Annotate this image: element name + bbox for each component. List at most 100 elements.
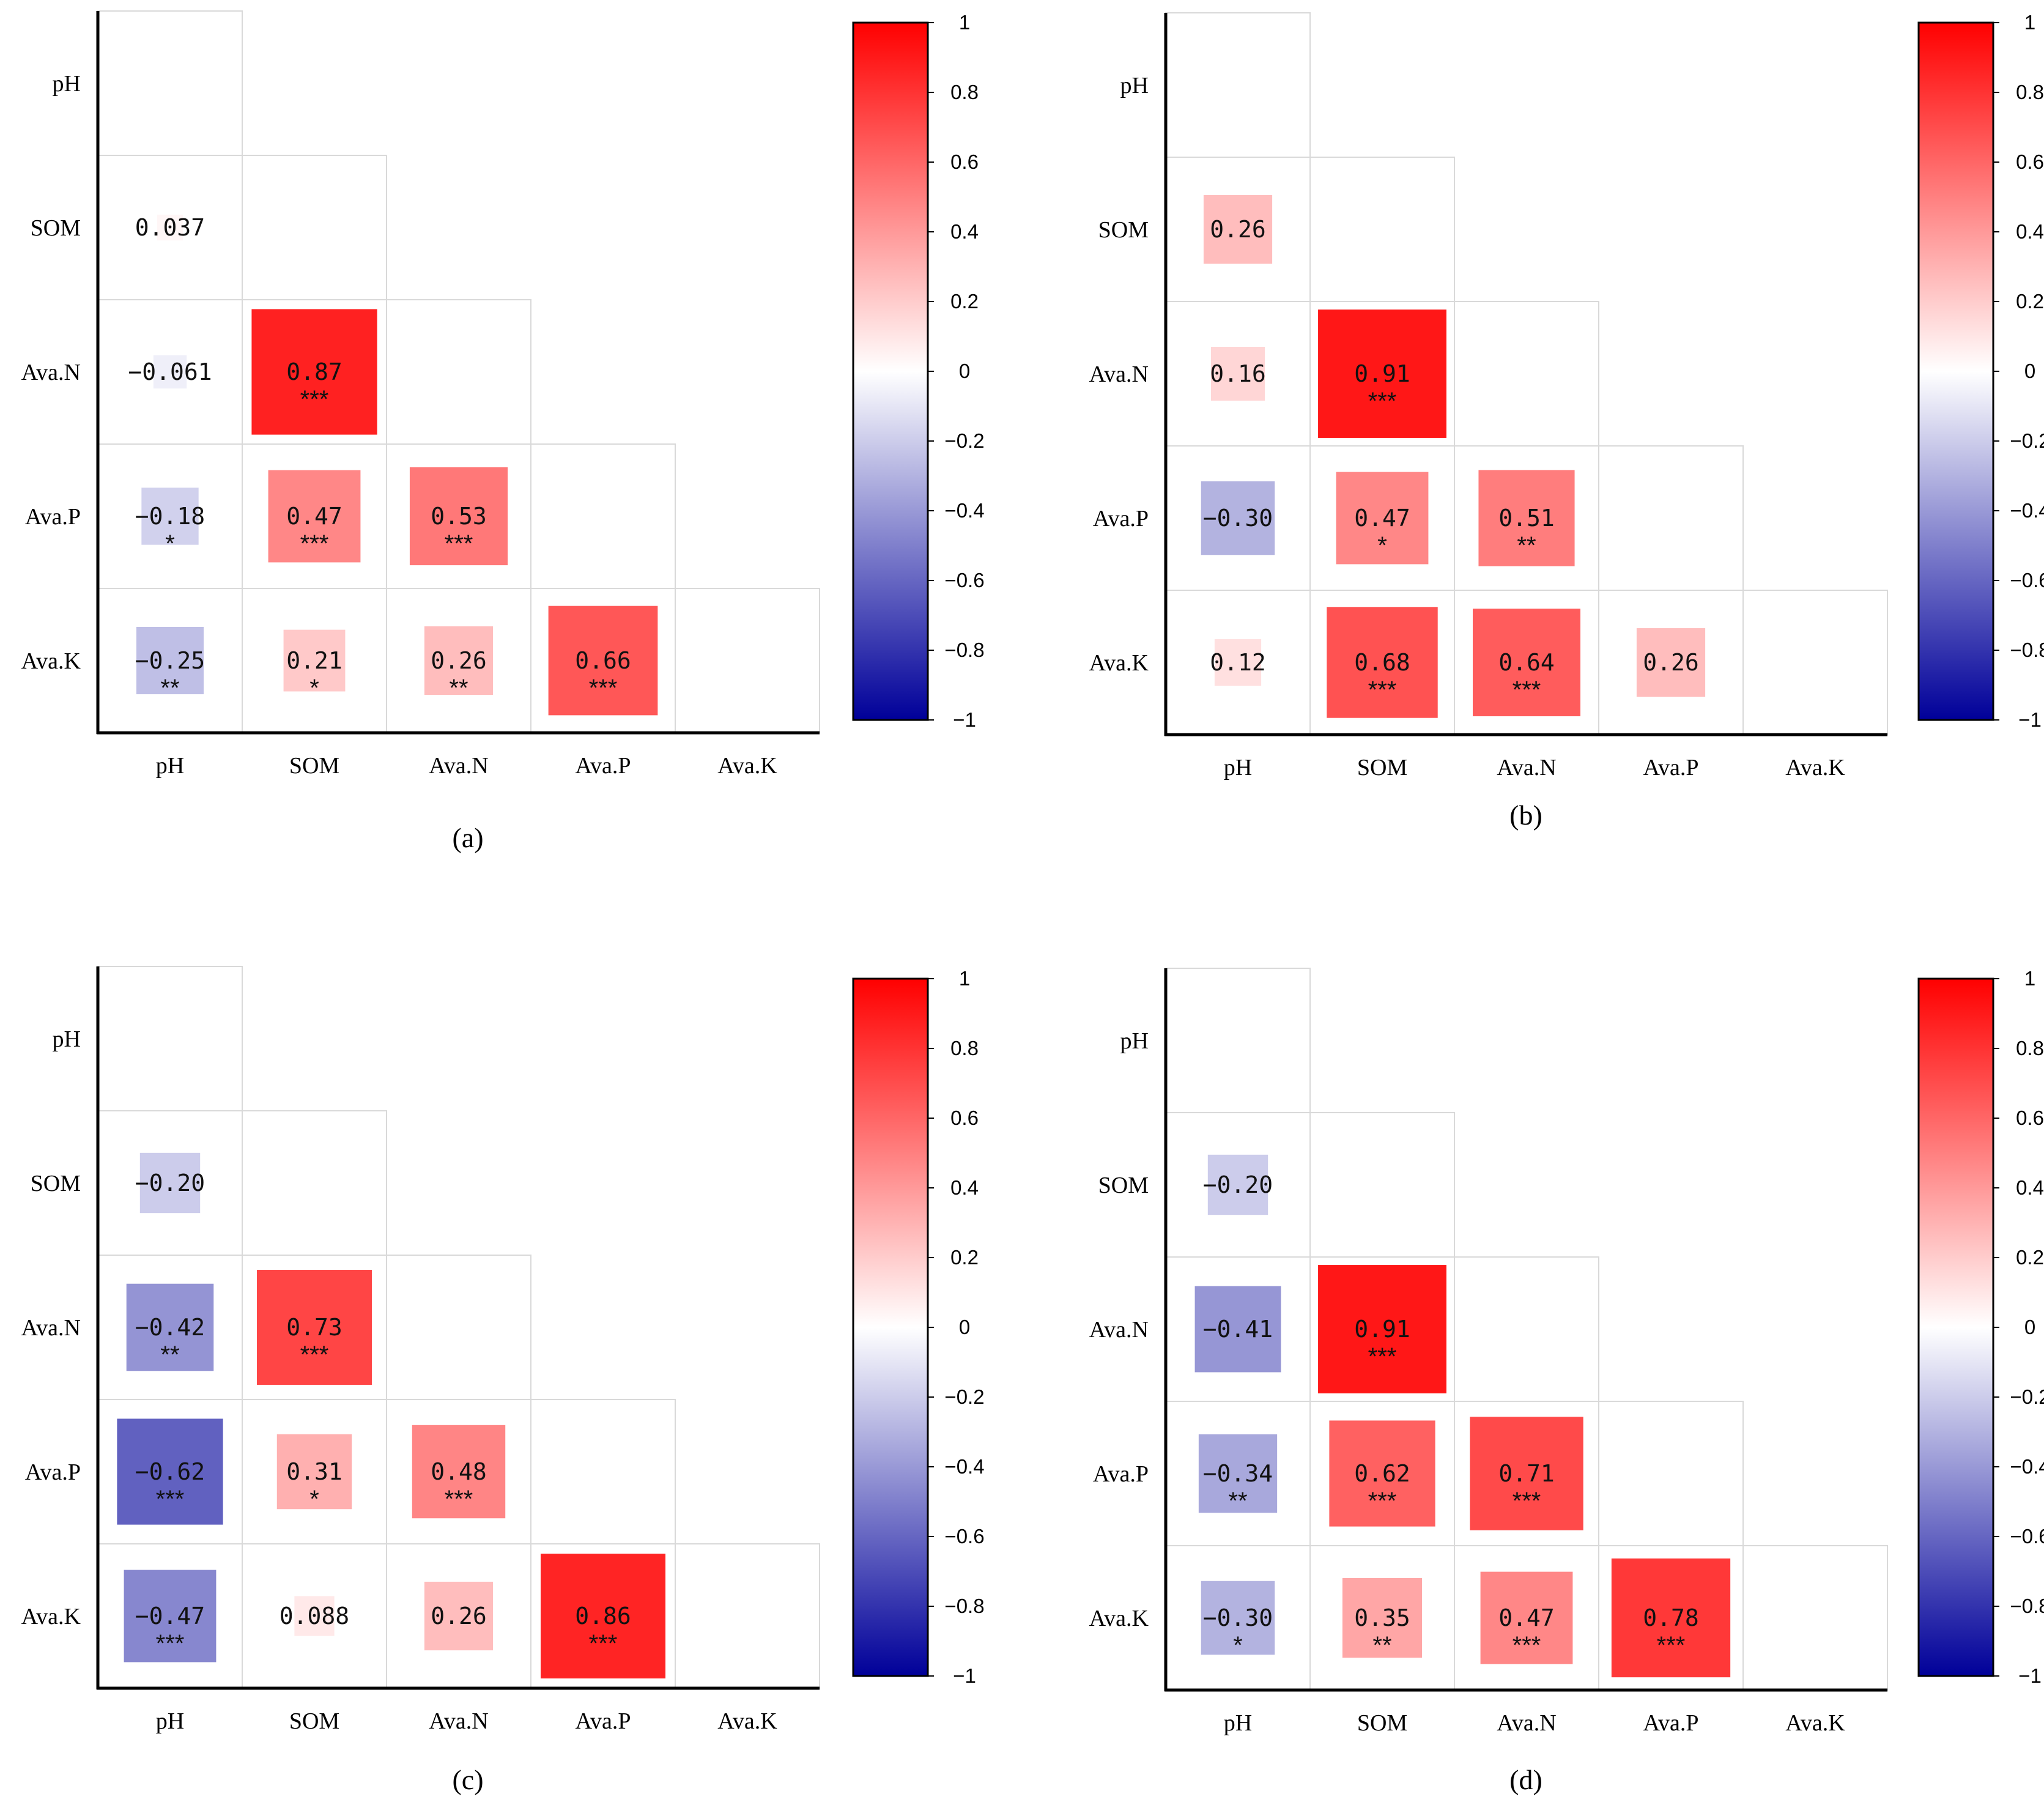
correlation-square xyxy=(1194,1286,1281,1373)
panel-caption: (b) xyxy=(1509,799,1542,831)
correlation-value: 0.91 xyxy=(1354,360,1410,387)
grid-cell xyxy=(1598,1401,1744,1546)
row-label: SOM xyxy=(1098,217,1149,243)
colorbar-tick-label: −0.6 xyxy=(944,1525,984,1548)
correlation-square xyxy=(1201,1581,1275,1655)
column-label: Ava.K xyxy=(1785,755,1845,780)
column-label: Ava.P xyxy=(575,1708,631,1734)
correlation-square xyxy=(409,467,508,566)
correlation-square xyxy=(157,214,183,241)
column-label: Ava.N xyxy=(1497,1710,1556,1736)
correlation-square xyxy=(1327,607,1438,718)
colorbar-tick-label: 1 xyxy=(959,11,970,34)
significance-stars: *** xyxy=(1368,388,1397,415)
correlation-value: −0.34 xyxy=(1203,1460,1273,1487)
column-label: Ava.K xyxy=(717,753,777,779)
correlation-square xyxy=(1342,1578,1423,1658)
row-label: Ava.N xyxy=(1089,361,1149,387)
colorbar xyxy=(1917,977,1994,1677)
significance-stars: *** xyxy=(1513,1488,1541,1515)
correlation-square xyxy=(1318,1265,1446,1393)
correlation-value: 0.71 xyxy=(1498,1460,1555,1487)
correlation-square xyxy=(1636,628,1706,697)
colorbar-tick-label: −0.4 xyxy=(2010,1455,2044,1478)
column-label: pH xyxy=(156,753,184,779)
grid-cell xyxy=(1742,590,1888,735)
correlation-value: 0.088 xyxy=(280,1603,349,1629)
colorbar-tick-label: −0.2 xyxy=(944,429,984,452)
significance-stars: *** xyxy=(1513,677,1541,703)
colorbar-tick-label: −1 xyxy=(953,1664,976,1687)
row-label: pH xyxy=(1120,1028,1149,1054)
significance-stars: *** xyxy=(1513,1632,1541,1659)
correlation-value: −0.18 xyxy=(135,503,205,530)
correlation-value: 0.68 xyxy=(1354,649,1410,676)
correlation-square xyxy=(141,488,199,545)
column-label: Ava.N xyxy=(429,753,488,779)
correlation-value: −0.41 xyxy=(1203,1316,1273,1343)
colorbar-tick-label: 0.6 xyxy=(950,150,979,173)
correlation-value: −0.62 xyxy=(135,1458,205,1485)
significance-stars: *** xyxy=(156,1630,185,1657)
correlation-value: 0.21 xyxy=(286,647,343,674)
correlation-value: −0.30 xyxy=(1203,1604,1273,1631)
column-label: SOM xyxy=(1357,1710,1407,1736)
row-label: Ava.P xyxy=(1093,506,1149,532)
colorbar-tick-label: 0.2 xyxy=(2016,1246,2044,1269)
grid-cell xyxy=(1165,12,1311,158)
column-label: pH xyxy=(1224,755,1252,780)
colorbar xyxy=(852,977,929,1677)
colorbar-tick-label: 0.4 xyxy=(2016,1176,2044,1199)
correlation-square xyxy=(1480,1571,1573,1664)
correlation-square xyxy=(1203,195,1273,264)
significance-stars: *** xyxy=(589,675,618,702)
colorbar xyxy=(852,21,929,721)
correlation-square xyxy=(124,1570,217,1663)
row-label: Ava.N xyxy=(1089,1317,1149,1343)
correlation-value: 0.66 xyxy=(575,647,631,674)
correlation-square xyxy=(412,1425,506,1519)
correlation-square xyxy=(276,1434,352,1510)
colorbar-tick-label: 0.2 xyxy=(2016,290,2044,313)
correlation-square xyxy=(1611,1558,1731,1678)
panel-caption: (a) xyxy=(452,822,483,853)
significance-stars: * xyxy=(1233,1632,1243,1659)
colorbar-tick-label: 0.8 xyxy=(2016,1037,2044,1059)
correlation-value: −0.42 xyxy=(135,1314,205,1341)
significance-stars: * xyxy=(1377,532,1387,559)
correlation-value: 0.51 xyxy=(1498,505,1555,532)
colorbar-tick-label: −0.6 xyxy=(2010,569,2044,591)
grid-cell xyxy=(530,1399,676,1544)
significance-stars: ** xyxy=(449,675,468,702)
significance-stars: *** xyxy=(1657,1632,1686,1659)
colorbar-tick-label: 0 xyxy=(959,1316,970,1338)
row-label: Ava.N xyxy=(21,360,81,385)
correlation-square xyxy=(126,1283,214,1371)
grid-cell xyxy=(1309,1112,1455,1258)
colorbar-tick-label: −0.2 xyxy=(944,1385,984,1408)
colorbar-tick-label: −1 xyxy=(2018,1664,2042,1687)
colorbar xyxy=(1917,21,1994,721)
correlation-square xyxy=(1473,609,1580,716)
correlation-square xyxy=(136,627,204,694)
colorbar-tick-label: 0.4 xyxy=(950,1176,979,1199)
significance-stars: * xyxy=(165,530,175,557)
correlation-value: 0.64 xyxy=(1498,649,1555,676)
correlation-square xyxy=(1336,472,1429,565)
grid-cell xyxy=(386,1255,531,1400)
significance-stars: *** xyxy=(445,530,473,557)
significance-stars: *** xyxy=(445,1486,473,1513)
grid-cell xyxy=(1598,445,1744,591)
correlation-square xyxy=(540,1553,666,1679)
colorbar-tick-label: 1 xyxy=(959,967,970,990)
correlation-square xyxy=(117,1418,223,1525)
grid-cell xyxy=(1454,1256,1599,1402)
significance-stars: ** xyxy=(1372,1632,1391,1659)
row-label: Ava.K xyxy=(1089,650,1149,676)
colorbar-tick-label: 1 xyxy=(2024,967,2035,990)
significance-stars: *** xyxy=(1368,1343,1397,1370)
correlation-value: 0.47 xyxy=(1498,1604,1555,1631)
correlation-value: −0.30 xyxy=(1203,505,1273,532)
row-label: Ava.P xyxy=(25,504,81,530)
